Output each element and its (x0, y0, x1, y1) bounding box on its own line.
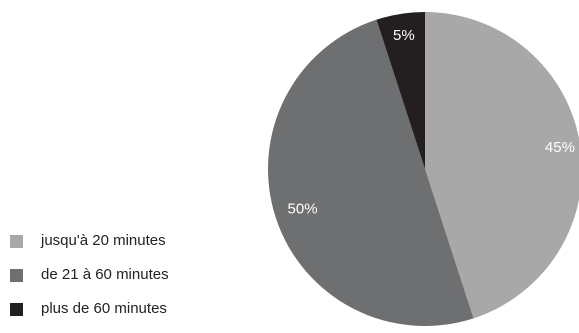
data-label-over-60-minutes: 5% (393, 27, 415, 44)
pie-slice-up-to-20-minutes (425, 12, 579, 319)
data-label-up-to-20-minutes: 45% (545, 139, 575, 156)
legend-item-21-to-60-minutes: de 21 à 60 minutes (10, 265, 240, 299)
legend-item-up-to-20-minutes: jusqu'à 20 minutes (10, 231, 240, 265)
legend-label-up-to-20-minutes: jusqu'à 20 minutes (41, 232, 166, 249)
legend-label-21-to-60-minutes: de 21 à 60 minutes (41, 266, 169, 283)
pie-slice-21-to-60-minutes (268, 19, 474, 326)
legend-item-over-60-minutes: plus de 60 minutes (10, 299, 240, 333)
pie-chart: 45% 50% 5% jusqu'à 20 minutes de 21 à 60 m… (10, 12, 579, 326)
legend-swatch-over-60-minutes (10, 303, 23, 316)
pie-chart-svg: 45% 50% 5% (268, 12, 579, 326)
legend-label-over-60-minutes: plus de 60 minutes (41, 300, 167, 317)
legend-swatch-up-to-20-minutes (10, 235, 23, 248)
legend: jusqu'à 20 minutes de 21 à 60 minutes pl… (10, 231, 240, 333)
legend-swatch-21-to-60-minutes (10, 269, 23, 282)
data-label-21-to-60-minutes: 50% (288, 200, 318, 217)
pie-slice-over-60-minutes (376, 12, 425, 169)
